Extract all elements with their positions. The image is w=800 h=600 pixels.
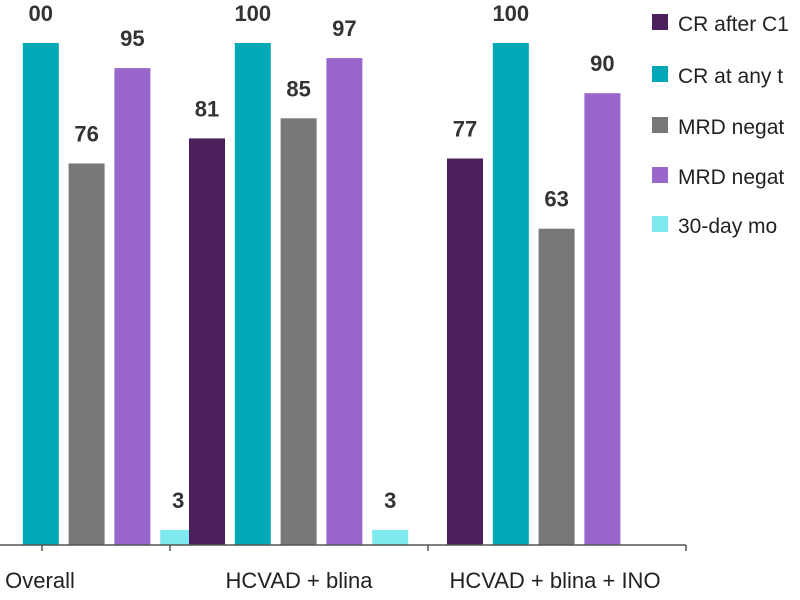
bar [234,43,271,545]
data-label: 77 [453,117,477,142]
legend-swatch [652,66,668,82]
data-label: 00 [29,1,53,26]
bar [492,43,529,545]
bar [160,529,197,545]
x-tick-label-overall: Overall [5,568,75,593]
data-label: 100 [234,1,271,26]
legend-swatch [652,14,668,30]
legend-label: MRD negat [678,166,784,189]
bar [538,228,575,545]
data-label: 3 [172,488,184,513]
x-tick-label-hcvad-blina-ino: HCVAD + blina + INO [449,568,660,593]
x-tick-label-hcvad-blina: HCVAD + blina [226,568,374,593]
value-labels-group: 00 76 95 3 81 100 85 97 3 77 100 63 90 [29,1,615,513]
legend: CR after C1 CR at any t MRD negat MRD ne… [652,13,789,238]
legend-swatch [652,216,668,232]
bar [447,158,483,545]
data-label: 95 [120,26,144,51]
data-label: 3 [384,488,396,513]
legend-label: CR after C1 [678,13,789,36]
legend-label: CR at any t [678,65,783,88]
legend-label: 30-day mo [678,215,777,238]
bar [326,58,363,545]
bar [372,529,409,545]
bar [114,68,151,545]
bar [22,43,59,545]
data-label: 85 [286,76,310,101]
bar [189,138,225,545]
data-label: 90 [590,51,614,76]
bar [68,163,105,545]
data-label: 76 [74,122,98,147]
legend-swatch [652,167,668,183]
data-label: 97 [332,16,356,41]
bars-group [22,43,621,546]
legend-swatch [652,117,668,133]
bar [584,93,621,545]
legend-label: MRD negat [678,116,784,139]
bar [280,118,317,546]
data-label: 63 [544,187,568,212]
data-label: 81 [195,96,219,121]
data-label: 100 [492,1,529,26]
